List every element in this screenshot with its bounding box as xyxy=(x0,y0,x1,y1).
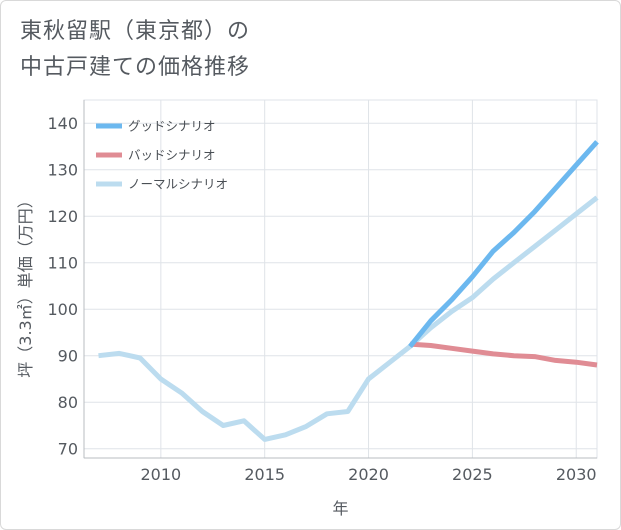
x-tick-label: 2025 xyxy=(452,465,493,484)
x-tick-label: 2030 xyxy=(556,465,597,484)
legend-label-1: バッドシナリオ xyxy=(128,148,216,163)
x-tick-label: 2010 xyxy=(140,465,181,484)
y-tick-label: 80 xyxy=(58,393,78,412)
y-tick-label: 70 xyxy=(58,440,78,459)
y-tick-label: 90 xyxy=(58,347,78,366)
chart-title-line-1: 東秋留駅（東京都）の xyxy=(20,19,251,44)
x-axis-label: 年 xyxy=(332,499,348,518)
y-tick-label: 130 xyxy=(47,161,78,180)
legend-label-2: ノーマルシナリオ xyxy=(128,177,228,192)
legend-label-0: グッドシナリオ xyxy=(128,119,216,134)
series-line-1 xyxy=(409,341,598,368)
series-lines xyxy=(98,140,599,442)
y-tick-label: 100 xyxy=(47,300,78,319)
grid-lines xyxy=(83,99,598,459)
chart-title-line-2: 中古戸建ての価格推移 xyxy=(20,55,251,80)
y-axis-label: 坪（3.3㎡）単価（万円） xyxy=(16,192,35,377)
x-tick-label: 2020 xyxy=(348,465,389,484)
y-tick-label: 140 xyxy=(47,114,78,133)
series-line-0 xyxy=(408,140,599,348)
y-tick-label: 110 xyxy=(47,254,78,273)
series-line-2 xyxy=(98,195,599,442)
y-tick-label: 120 xyxy=(47,207,78,226)
x-tick-label: 2015 xyxy=(244,465,285,484)
chart-title: 東秋留駅（東京都）の 中古戸建ての価格推移 xyxy=(20,14,580,86)
axes: 2010 2015 2020 2025 2030 70 80 90 100 110 120 130 14… xyxy=(47,100,597,484)
